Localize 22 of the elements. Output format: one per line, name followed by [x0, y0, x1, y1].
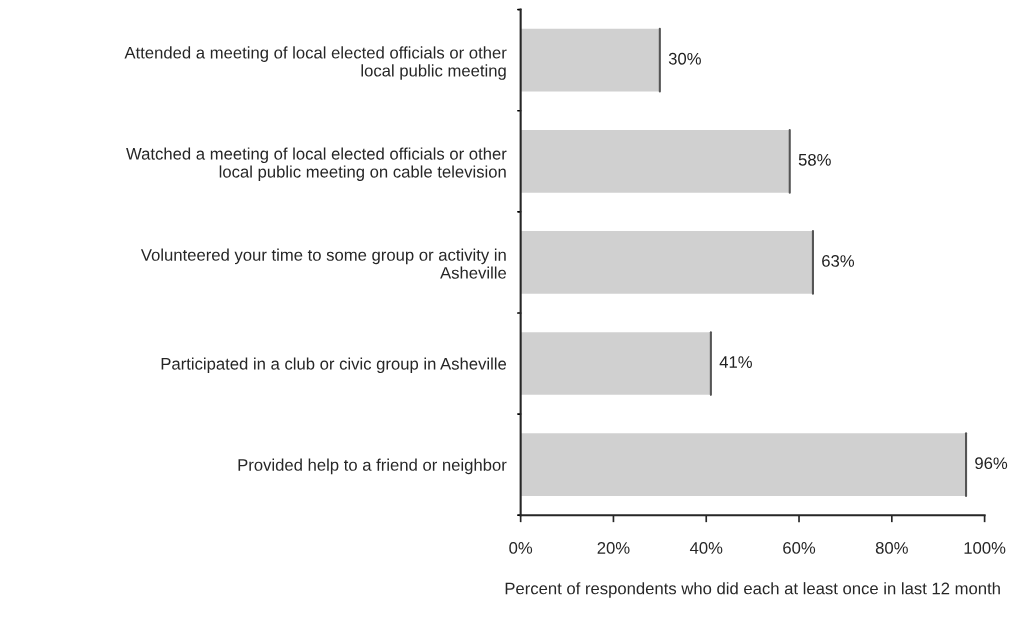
data-label: 30% — [668, 52, 701, 65]
bar — [520, 231, 813, 294]
x-tick-label: 40% — [689, 542, 723, 554]
x-tick-label: 80% — [875, 542, 908, 554]
y-tick-label: Attended a meeting of local elected officials or other local public meeting — [124, 46, 507, 80]
y-tick-label: Provided help to a friend or neighbor — [238, 458, 507, 475]
x-tick-label: 0% — [509, 542, 533, 554]
bar — [520, 332, 711, 395]
data-label: 58% — [798, 153, 831, 166]
bar — [520, 433, 967, 496]
x-tick-label: 60% — [783, 542, 816, 554]
data-label: 96% — [975, 457, 1008, 470]
x-tick-label: 100% — [964, 542, 1006, 554]
bar — [520, 28, 660, 92]
x-tick-label: 20% — [597, 542, 630, 554]
x-axis-title: Percent of respondents who did each at least once in last 12 month — [505, 582, 1000, 598]
data-label: 63% — [822, 255, 855, 267]
y-tick-label: Participated in a club or civic group in Asheville — [161, 357, 507, 374]
data-label: 41% — [719, 356, 752, 368]
bar — [520, 129, 790, 193]
y-tick-label: Watched a meeting of local elected officials or other local public meeting on cable television — [126, 147, 507, 181]
y-tick-label: Volunteered your time to some group or activity in Asheville — [140, 248, 507, 279]
